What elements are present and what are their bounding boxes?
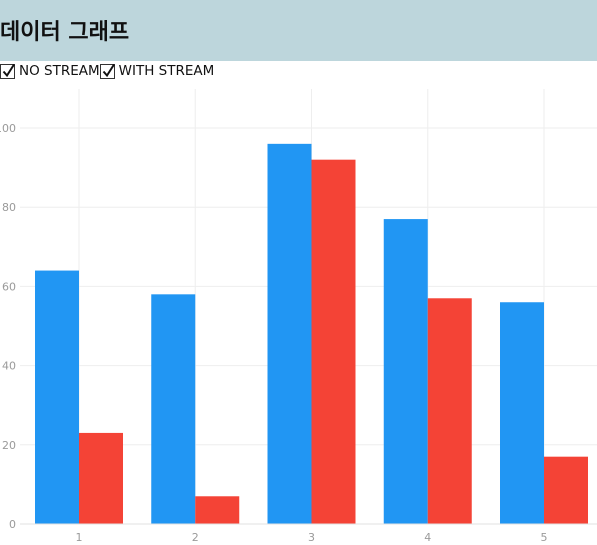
y-tick-label: 0: [9, 518, 16, 531]
bar-with-stream-3[interactable]: [311, 159, 356, 524]
bar-chart: 0 20 40 60 80 100 1 2 3 4 5: [0, 89, 597, 544]
x-tick-label: 2: [192, 531, 199, 544]
bar-with-stream-4[interactable]: [427, 298, 472, 524]
checkmark-icon: [2, 63, 15, 77]
with-stream-label: WITH STREAM: [118, 63, 215, 79]
bar-no-stream-3[interactable]: [267, 143, 312, 524]
bar-with-stream-1[interactable]: [79, 432, 123, 524]
x-tick-label: 3: [308, 531, 315, 544]
page-title: 데이터 그래프: [0, 20, 130, 45]
toggle-no-stream[interactable]: NO STREAM: [0, 63, 100, 79]
no-stream-checkbox[interactable]: [0, 63, 15, 79]
y-tick-label: 60: [2, 280, 16, 293]
y-tick-label: 100: [0, 122, 16, 135]
app-header: 데이터 그래프: [0, 0, 597, 61]
series-toggles: NO STREAM WITH STREAM: [0, 61, 214, 81]
bar-with-stream-2[interactable]: [195, 496, 240, 524]
axis-labels: 0 20 40 60 80 100 1 2 3 4 5: [0, 122, 597, 544]
checkmark-icon: [102, 63, 115, 77]
bar-no-stream-1[interactable]: [35, 270, 79, 524]
bar-no-stream-5[interactable]: [500, 302, 544, 524]
bar-with-stream-5[interactable]: [544, 456, 588, 524]
toggle-with-stream[interactable]: WITH STREAM: [99, 63, 215, 79]
y-tick-label: 40: [2, 360, 16, 373]
bars: [35, 143, 588, 524]
y-tick-label: 20: [2, 439, 16, 452]
x-tick-label: 4: [424, 531, 431, 544]
x-tick-label: 1: [76, 531, 83, 544]
bar-no-stream-4[interactable]: [383, 219, 428, 524]
x-tick-label: 5: [541, 531, 548, 544]
y-tick-label: 80: [2, 201, 16, 214]
bar-no-stream-2[interactable]: [151, 294, 196, 524]
no-stream-label: NO STREAM: [19, 63, 100, 79]
with-stream-checkbox[interactable]: [99, 63, 115, 79]
